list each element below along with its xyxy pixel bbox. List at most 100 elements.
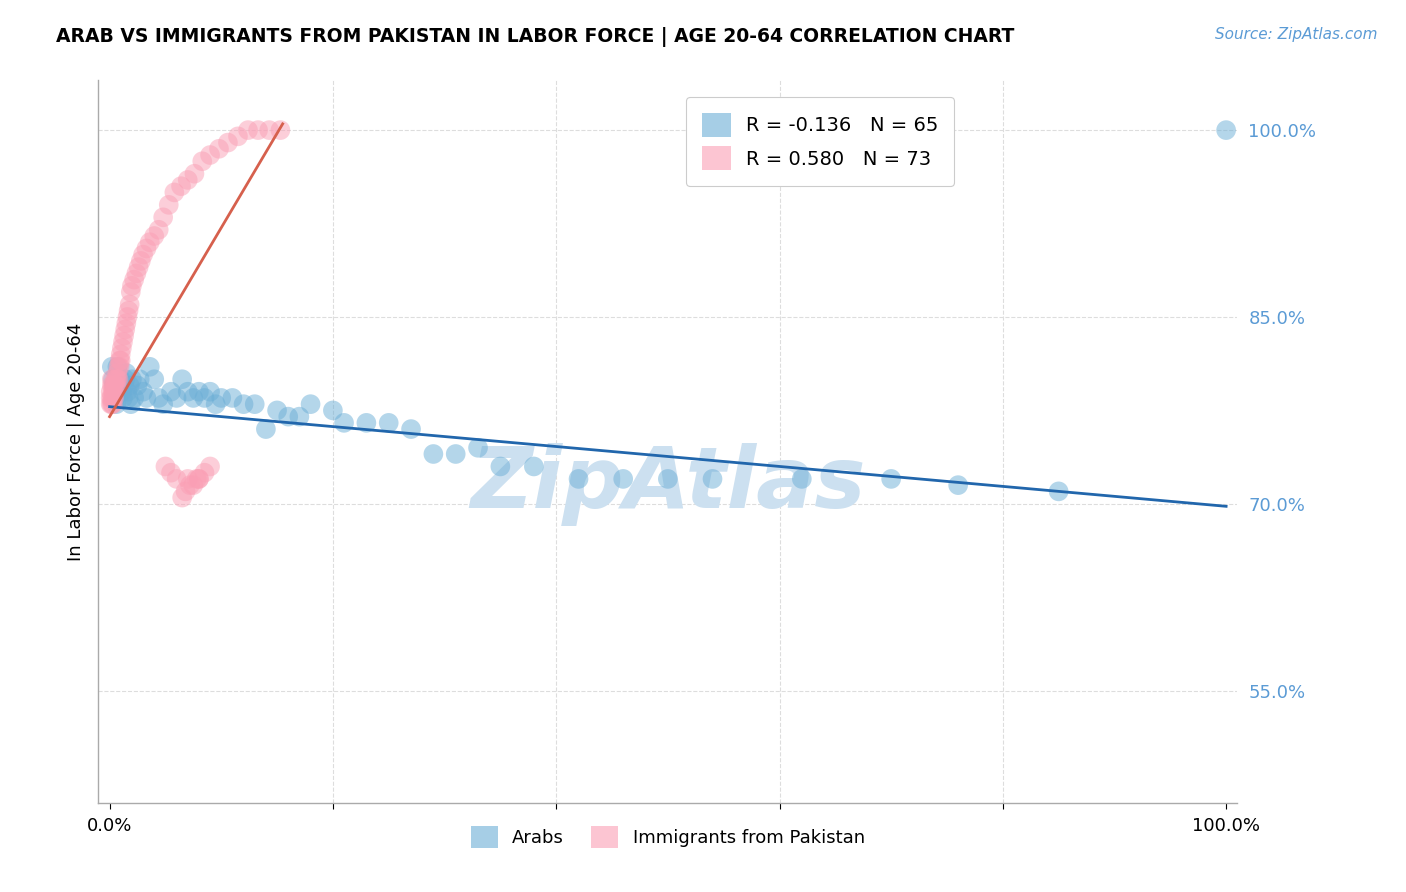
Point [111, 391, 134, 405]
Point [489, 459, 512, 474]
Point [108, 353, 131, 368]
Point [187, 472, 209, 486]
Point [399, 422, 422, 436]
Point [108, 384, 131, 399]
Point [422, 447, 444, 461]
Point [198, 148, 221, 162]
Point [174, 484, 197, 499]
Point [333, 416, 356, 430]
Point [204, 397, 226, 411]
Point [209, 391, 232, 405]
Point [117, 391, 139, 405]
Point [101, 391, 124, 405]
Point [118, 378, 141, 392]
Point [198, 384, 221, 399]
Point [1215, 123, 1237, 137]
Point [179, 478, 201, 492]
Text: ZipAtlas: ZipAtlas [470, 443, 866, 526]
Point [115, 366, 138, 380]
Point [101, 397, 124, 411]
Point [946, 478, 969, 492]
Text: Source: ZipAtlas.com: Source: ZipAtlas.com [1215, 27, 1378, 42]
Point [243, 397, 266, 411]
Point [117, 310, 139, 324]
Point [177, 173, 200, 187]
Point [232, 397, 254, 411]
Point [183, 391, 205, 405]
Point [226, 129, 249, 144]
Point [166, 472, 188, 486]
Point [117, 303, 139, 318]
Point [101, 372, 124, 386]
Point [110, 347, 132, 361]
Point [790, 472, 813, 486]
Point [163, 186, 186, 200]
Point [259, 123, 281, 137]
Y-axis label: In Labor Force | Age 20-64: In Labor Force | Age 20-64 [66, 322, 84, 561]
Point [101, 372, 124, 386]
Point [104, 391, 127, 405]
Point [128, 260, 150, 274]
Point [107, 372, 129, 386]
Point [155, 459, 177, 474]
Point [177, 472, 200, 486]
Point [103, 378, 125, 392]
Point [254, 422, 277, 436]
Point [111, 334, 134, 349]
Point [122, 391, 145, 405]
Point [702, 472, 724, 486]
Point [198, 459, 221, 474]
Point [193, 466, 215, 480]
Point [247, 123, 270, 137]
Point [356, 416, 378, 430]
Point [107, 359, 129, 374]
Point [125, 266, 148, 280]
Point [100, 391, 122, 405]
Point [107, 366, 129, 380]
Point [322, 403, 344, 417]
Point [101, 378, 124, 392]
Point [217, 136, 239, 150]
Point [266, 403, 288, 417]
Point [187, 472, 209, 486]
Point [221, 391, 243, 405]
Point [377, 416, 399, 430]
Point [105, 378, 128, 392]
Point [110, 372, 132, 386]
Point [193, 391, 215, 405]
Point [100, 397, 122, 411]
Point [523, 459, 546, 474]
Point [111, 341, 134, 355]
Point [128, 372, 150, 386]
Point [107, 372, 129, 386]
Point [467, 441, 489, 455]
Point [148, 391, 170, 405]
Point [567, 472, 589, 486]
Point [121, 372, 143, 386]
Legend: Arabs, Immigrants from Pakistan: Arabs, Immigrants from Pakistan [460, 815, 876, 859]
Point [143, 229, 166, 244]
Point [120, 397, 142, 411]
Point [148, 223, 170, 237]
Point [160, 384, 183, 399]
Point [277, 409, 299, 424]
Point [108, 359, 131, 374]
Point [135, 391, 157, 405]
Point [183, 478, 205, 492]
Point [103, 378, 125, 392]
Point [127, 378, 149, 392]
Point [105, 397, 128, 411]
Point [120, 285, 142, 299]
Point [122, 272, 145, 286]
Point [172, 491, 194, 505]
Point [288, 409, 311, 424]
Point [103, 391, 125, 405]
Point [100, 384, 122, 399]
Point [172, 372, 194, 386]
Point [105, 372, 128, 386]
Point [114, 372, 136, 386]
Point [160, 466, 183, 480]
Text: ARAB VS IMMIGRANTS FROM PAKISTAN IN LABOR FORCE | AGE 20-64 CORRELATION CHART: ARAB VS IMMIGRANTS FROM PAKISTAN IN LABO… [56, 27, 1015, 46]
Point [208, 142, 231, 156]
Point [115, 316, 138, 330]
